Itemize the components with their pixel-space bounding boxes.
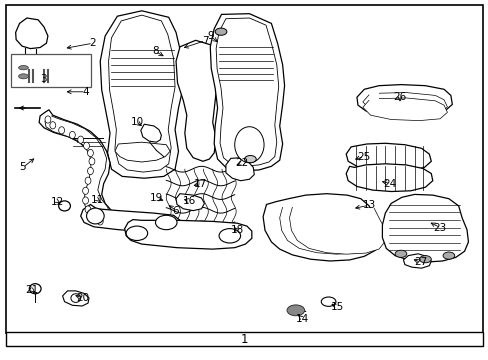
Ellipse shape [69, 131, 75, 139]
Polygon shape [39, 110, 113, 226]
Polygon shape [108, 15, 175, 172]
Ellipse shape [29, 284, 41, 294]
Polygon shape [356, 85, 451, 116]
Text: 2: 2 [89, 38, 96, 48]
Text: 23: 23 [432, 222, 446, 233]
Text: 6: 6 [172, 206, 179, 216]
Ellipse shape [78, 136, 83, 143]
Polygon shape [289, 207, 385, 254]
Ellipse shape [59, 127, 64, 134]
Ellipse shape [419, 256, 430, 263]
Polygon shape [263, 194, 380, 261]
Text: 5: 5 [20, 162, 26, 172]
Ellipse shape [71, 294, 81, 302]
Text: 18: 18 [230, 225, 244, 235]
Ellipse shape [19, 66, 28, 70]
Ellipse shape [442, 252, 454, 259]
Ellipse shape [155, 215, 177, 230]
Text: 16: 16 [183, 196, 196, 206]
Ellipse shape [244, 156, 256, 163]
Ellipse shape [234, 127, 264, 163]
Polygon shape [210, 14, 284, 171]
Polygon shape [346, 164, 432, 192]
Ellipse shape [83, 142, 89, 149]
Text: 11: 11 [91, 195, 104, 205]
Polygon shape [346, 143, 430, 172]
Ellipse shape [89, 158, 95, 165]
Text: 20: 20 [77, 293, 89, 303]
Text: 24: 24 [383, 179, 396, 189]
Polygon shape [100, 11, 183, 178]
Text: 7: 7 [202, 36, 208, 46]
Ellipse shape [87, 149, 93, 157]
Ellipse shape [321, 297, 335, 306]
Text: 3: 3 [40, 74, 46, 84]
Text: 19: 19 [149, 193, 163, 203]
Text: 22: 22 [235, 158, 248, 168]
Ellipse shape [59, 201, 70, 211]
Ellipse shape [215, 28, 226, 35]
Polygon shape [124, 220, 251, 249]
Ellipse shape [126, 226, 147, 240]
Ellipse shape [85, 206, 91, 213]
FancyBboxPatch shape [11, 54, 91, 87]
Ellipse shape [91, 213, 97, 220]
Text: 10: 10 [130, 117, 143, 127]
Text: 14: 14 [295, 314, 308, 324]
Ellipse shape [97, 218, 103, 225]
Polygon shape [45, 116, 110, 222]
Ellipse shape [394, 250, 406, 257]
Ellipse shape [85, 177, 91, 184]
Ellipse shape [50, 122, 56, 129]
Polygon shape [403, 254, 430, 268]
Ellipse shape [87, 167, 93, 175]
Text: 13: 13 [362, 200, 375, 210]
Ellipse shape [286, 305, 304, 316]
Polygon shape [62, 291, 89, 306]
Polygon shape [141, 124, 161, 142]
Text: 25: 25 [357, 152, 370, 162]
Text: 17: 17 [193, 179, 207, 189]
Ellipse shape [82, 187, 88, 194]
Text: 27: 27 [413, 257, 427, 267]
Polygon shape [16, 18, 48, 49]
Polygon shape [115, 142, 170, 162]
Text: 9: 9 [206, 31, 213, 41]
Text: 4: 4 [82, 87, 89, 97]
Ellipse shape [82, 197, 88, 204]
Ellipse shape [219, 229, 240, 243]
Polygon shape [225, 158, 254, 181]
Text: 12: 12 [51, 197, 64, 207]
Polygon shape [176, 40, 217, 161]
Polygon shape [216, 18, 278, 166]
FancyBboxPatch shape [6, 5, 482, 333]
Polygon shape [362, 93, 447, 115]
Text: 1: 1 [240, 333, 248, 346]
Text: 8: 8 [152, 46, 159, 57]
Text: 21: 21 [25, 285, 39, 295]
Polygon shape [382, 194, 468, 262]
Polygon shape [362, 98, 447, 121]
Polygon shape [176, 194, 204, 211]
Text: 26: 26 [392, 92, 406, 102]
Polygon shape [279, 207, 375, 254]
FancyBboxPatch shape [6, 332, 482, 346]
Ellipse shape [45, 116, 51, 123]
Ellipse shape [86, 208, 104, 224]
Text: 15: 15 [330, 302, 344, 312]
Ellipse shape [19, 74, 28, 79]
Polygon shape [81, 204, 181, 232]
